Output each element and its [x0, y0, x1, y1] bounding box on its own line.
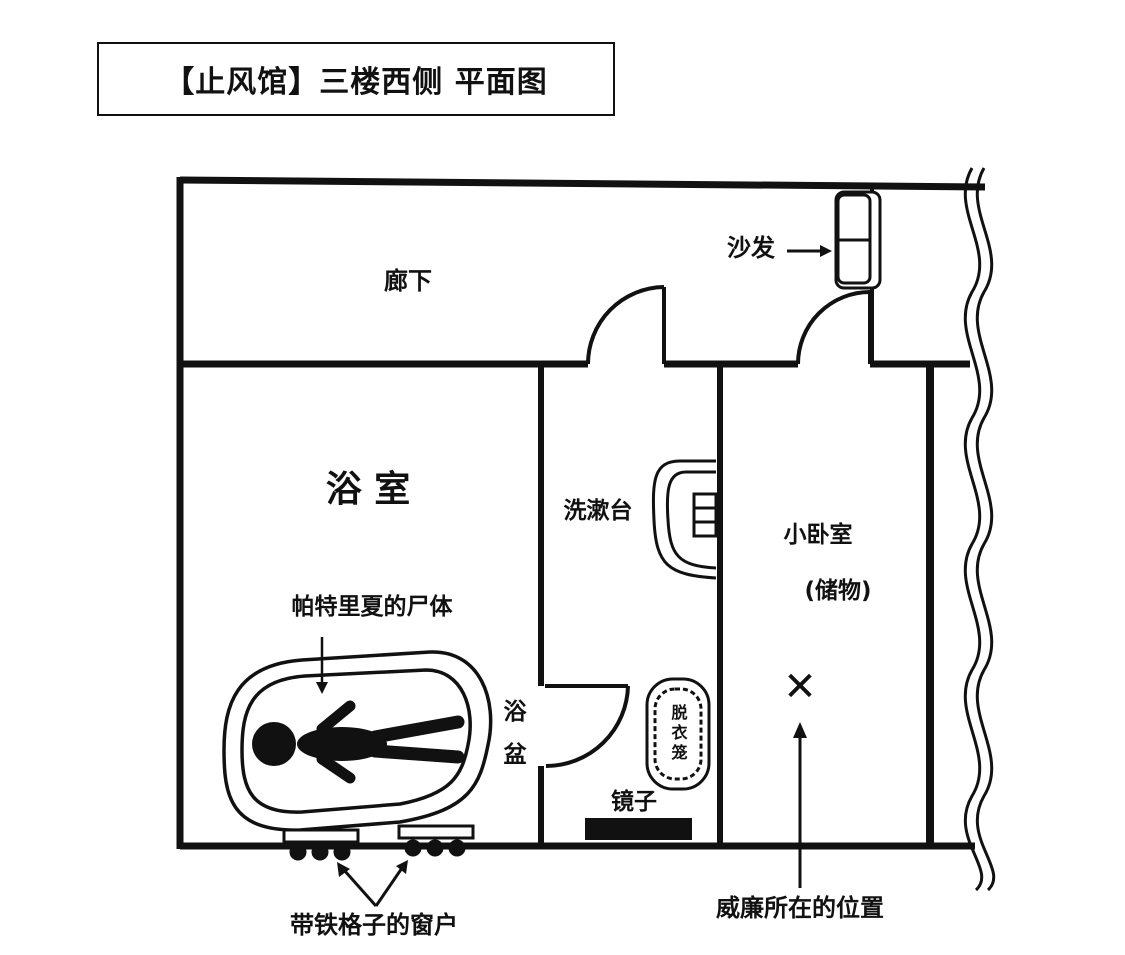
title-box: 【止风馆】三楼西侧 平面图	[97, 42, 615, 116]
windows-pointer-arrows	[337, 860, 408, 907]
bathroom-label: 浴 室	[326, 469, 411, 510]
washbasin-label: 洗漱台	[564, 497, 633, 524]
door-storage-room	[796, 290, 872, 372]
storage-room-label: 小卧室	[784, 521, 853, 548]
door-washroom	[586, 285, 666, 372]
laundry-basket-label: 脱衣笼	[669, 703, 689, 764]
body-silhouette-icon	[252, 700, 465, 784]
sofa-pointer-arrow	[787, 245, 832, 257]
body-pointer-arrow	[316, 637, 328, 694]
laundry-basket-icon	[645, 677, 711, 791]
bathtub-label-top: 浴	[504, 699, 528, 725]
barred-window-left	[282, 828, 360, 861]
sofa-icon	[834, 190, 882, 290]
cut-edge-wavy-lines	[963, 167, 996, 892]
bathtub-icon	[222, 650, 493, 832]
mirror-label: 镜子	[611, 788, 657, 815]
diagram-title: 【止风馆】三楼西侧 平面图	[164, 65, 548, 100]
corridor-label: 廊下	[384, 267, 432, 295]
barred-window-right	[397, 824, 475, 857]
outer-walls	[176, 176, 986, 850]
position-caption: 威廉所在的位置	[716, 894, 884, 922]
sofa-label: 沙发	[727, 234, 775, 262]
storage-room-sublabel: (储物)	[804, 577, 871, 604]
position-pointer-arrow	[793, 722, 807, 888]
body-label: 帕特里夏的尸体	[292, 593, 454, 620]
position-marker-x: ✕	[783, 664, 817, 710]
door-bathroom	[533, 684, 630, 768]
mirror-icon	[585, 818, 692, 840]
washbasin-icon	[651, 459, 718, 580]
bathtub-label-bottom: 盆	[504, 741, 528, 768]
barred-windows-label: 带铁格子的窗户	[290, 911, 458, 939]
